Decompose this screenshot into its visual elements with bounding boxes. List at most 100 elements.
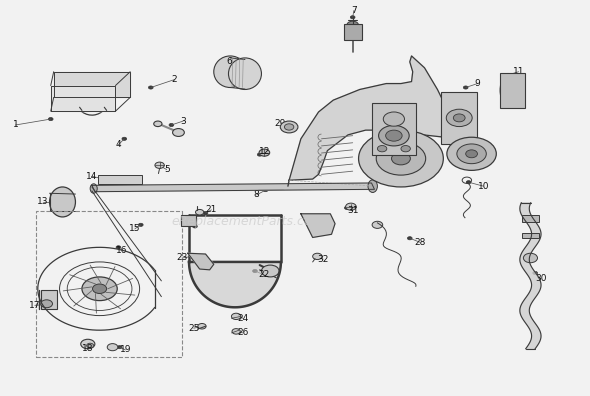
Circle shape	[379, 126, 409, 146]
Bar	[372, 103, 416, 154]
Text: 26: 26	[238, 328, 249, 337]
Ellipse shape	[368, 180, 378, 192]
Text: 17: 17	[29, 301, 41, 310]
Circle shape	[122, 137, 127, 141]
Circle shape	[101, 177, 106, 181]
Bar	[500, 72, 525, 108]
Circle shape	[447, 137, 496, 170]
Text: 19: 19	[120, 345, 131, 354]
Circle shape	[312, 216, 316, 219]
Circle shape	[154, 121, 162, 127]
Circle shape	[346, 203, 356, 210]
Text: eReplacementParts.com: eReplacementParts.com	[172, 215, 324, 228]
Text: 13: 13	[37, 198, 49, 206]
Circle shape	[280, 121, 298, 133]
Circle shape	[139, 223, 143, 227]
Text: 14: 14	[86, 172, 97, 181]
Circle shape	[117, 346, 122, 349]
Circle shape	[225, 70, 230, 73]
Text: 29: 29	[274, 118, 286, 128]
Circle shape	[48, 118, 53, 121]
Text: 20: 20	[182, 220, 194, 229]
Circle shape	[253, 269, 257, 272]
Circle shape	[41, 300, 53, 308]
Circle shape	[155, 162, 165, 168]
Circle shape	[192, 225, 197, 228]
Circle shape	[350, 16, 355, 19]
Text: 23: 23	[176, 253, 188, 263]
Circle shape	[408, 237, 412, 240]
Text: 9: 9	[474, 79, 480, 88]
Text: 4: 4	[116, 140, 121, 149]
Circle shape	[446, 109, 472, 127]
Text: 7: 7	[351, 6, 357, 15]
Circle shape	[259, 149, 270, 156]
Circle shape	[261, 265, 279, 277]
Circle shape	[345, 206, 349, 209]
Circle shape	[453, 114, 465, 122]
Circle shape	[263, 188, 268, 192]
Circle shape	[286, 126, 290, 129]
Text: 22: 22	[259, 270, 270, 280]
Circle shape	[232, 330, 237, 333]
Circle shape	[463, 86, 468, 89]
Bar	[41, 290, 57, 309]
Bar	[181, 215, 196, 227]
Polygon shape	[289, 56, 449, 180]
Circle shape	[199, 325, 204, 328]
Text: 27: 27	[317, 214, 329, 223]
Circle shape	[466, 150, 477, 158]
Circle shape	[149, 86, 153, 89]
Text: 6: 6	[226, 57, 232, 67]
Circle shape	[82, 277, 117, 301]
Text: 10: 10	[478, 182, 489, 190]
Polygon shape	[520, 203, 541, 349]
Circle shape	[93, 284, 107, 293]
Circle shape	[158, 164, 162, 167]
Text: 32: 32	[317, 255, 329, 264]
Polygon shape	[54, 72, 130, 97]
Text: 30: 30	[535, 274, 547, 284]
Text: 15: 15	[129, 224, 140, 233]
Polygon shape	[188, 253, 214, 270]
Text: 5: 5	[164, 165, 169, 174]
Text: 8: 8	[254, 190, 260, 199]
Circle shape	[359, 130, 443, 187]
Circle shape	[386, 130, 402, 141]
Text: 16: 16	[116, 246, 127, 255]
Polygon shape	[51, 86, 116, 111]
Text: 31: 31	[347, 206, 359, 215]
Bar	[344, 25, 362, 40]
Circle shape	[392, 152, 411, 165]
Ellipse shape	[50, 187, 76, 217]
Circle shape	[231, 313, 241, 320]
Text: 2: 2	[172, 75, 177, 84]
Circle shape	[116, 246, 121, 249]
Circle shape	[401, 145, 411, 152]
Circle shape	[457, 144, 486, 164]
Circle shape	[523, 253, 537, 263]
Circle shape	[195, 209, 204, 215]
Bar	[522, 233, 539, 238]
Circle shape	[372, 221, 383, 228]
Circle shape	[378, 145, 387, 152]
Circle shape	[284, 124, 294, 130]
Circle shape	[313, 253, 322, 259]
Ellipse shape	[228, 58, 261, 89]
Bar	[441, 92, 477, 143]
Circle shape	[90, 343, 94, 346]
Circle shape	[257, 153, 262, 156]
Text: 3: 3	[181, 116, 186, 126]
Text: 21: 21	[206, 206, 217, 214]
Circle shape	[198, 324, 206, 329]
Text: 12: 12	[258, 147, 270, 156]
Ellipse shape	[90, 184, 97, 193]
Circle shape	[87, 343, 94, 348]
Circle shape	[203, 211, 208, 215]
Circle shape	[172, 129, 184, 137]
Circle shape	[235, 314, 240, 317]
Circle shape	[347, 21, 359, 29]
Circle shape	[189, 255, 194, 258]
Bar	[522, 215, 539, 222]
Circle shape	[466, 181, 471, 184]
